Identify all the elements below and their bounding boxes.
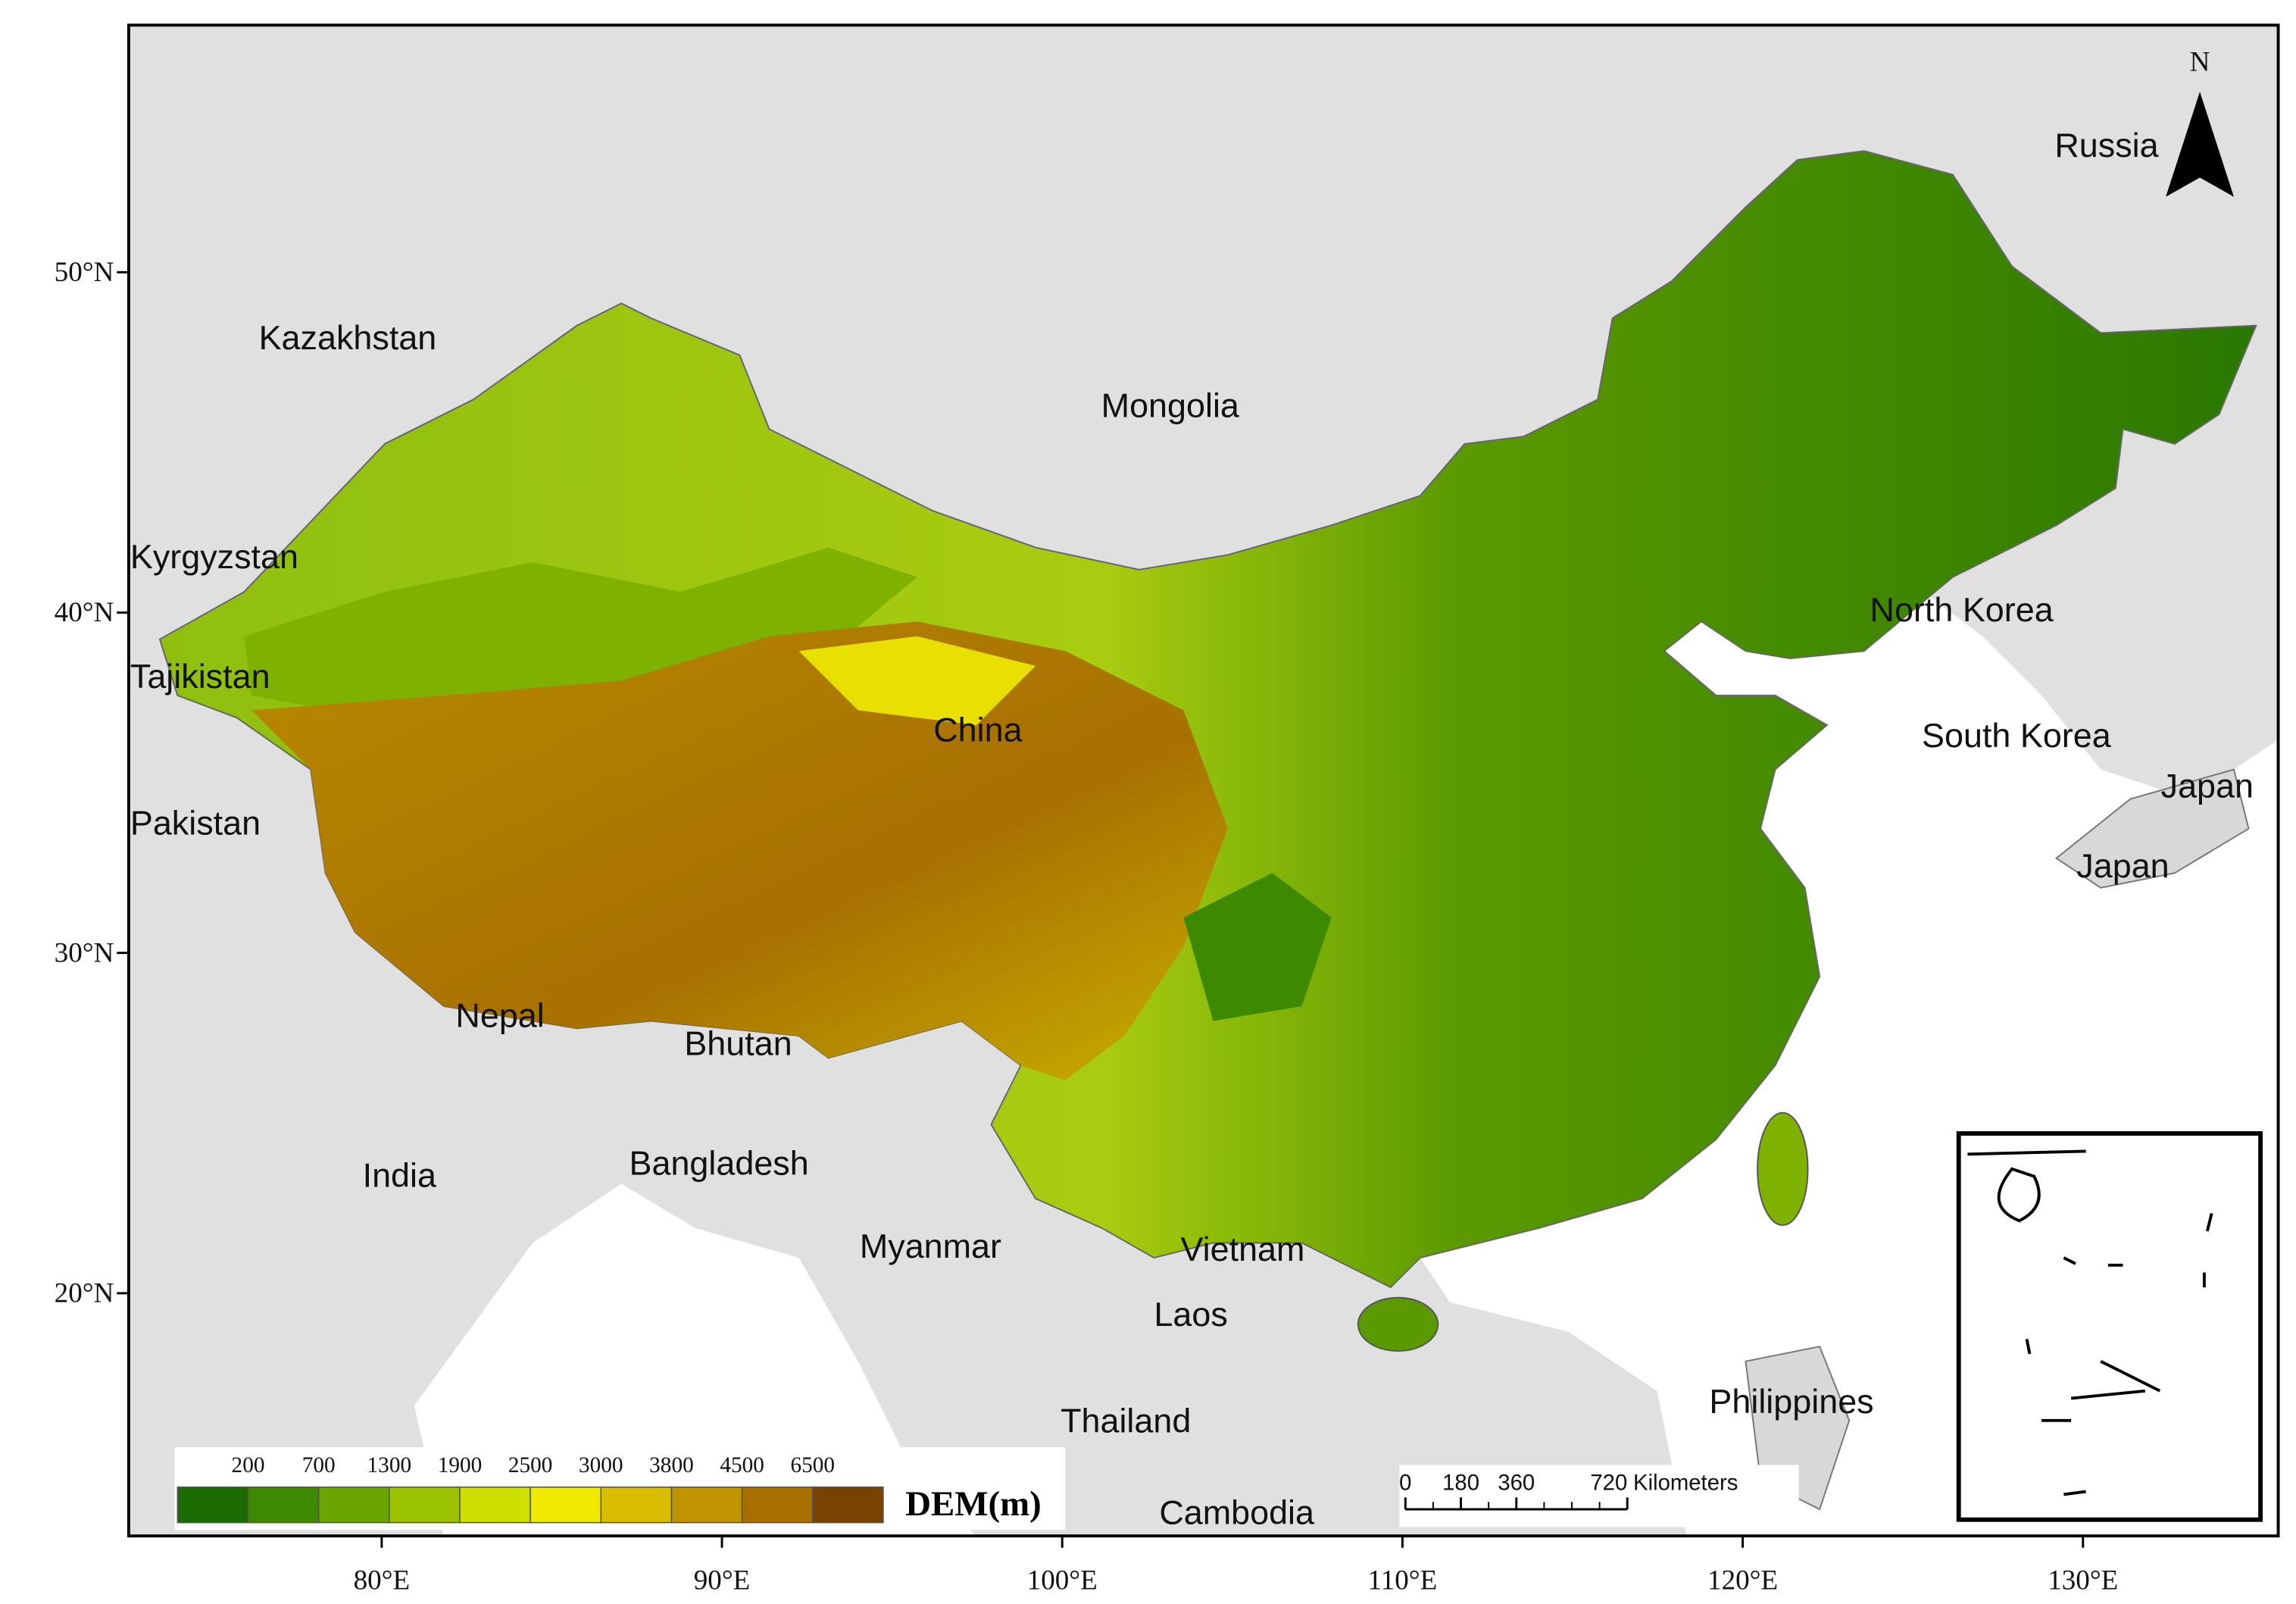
country-label: Tajikistan: [130, 657, 270, 696]
lat-tick-label: 40°N: [55, 597, 114, 628]
inset-map: [1956, 1131, 2263, 1522]
plateau: [798, 636, 1036, 725]
legend-label: 1900: [438, 1453, 483, 1477]
lon-tick-label: 120°E: [1707, 1565, 1778, 1596]
legend-label: 4500: [720, 1453, 764, 1477]
scale-unit: Kilometers: [1633, 1471, 1738, 1496]
country-label: Thailand: [1061, 1401, 1191, 1440]
plateau: [251, 621, 1228, 1080]
country-label: Pakistan: [130, 803, 261, 842]
lon-tick-label: 90°E: [694, 1565, 751, 1596]
legend-label: 200: [232, 1453, 265, 1477]
country-label: Philippines: [1709, 1382, 1873, 1421]
lon-tick-label: 110°E: [1368, 1565, 1438, 1596]
frame: [127, 23, 2280, 1538]
country-label: South Korea: [1922, 716, 2111, 755]
country-label: Vietnam: [1181, 1230, 1305, 1268]
country-label: Nepal: [455, 996, 544, 1034]
island: [1357, 1296, 1439, 1352]
country-label: Kyrgyzstan: [130, 537, 298, 576]
country-label: Japan: [2161, 767, 2254, 805]
basin: [244, 547, 917, 725]
basin: [1183, 873, 1332, 1021]
lat-tick-label: 20°N: [55, 1278, 114, 1309]
legend-swatch: [247, 1486, 320, 1524]
legend-label: 2500: [508, 1453, 553, 1477]
country-label: Bhutan: [684, 1024, 792, 1062]
scale-box: [1399, 1465, 1799, 1527]
country-label: North Korea: [1870, 590, 2054, 629]
lon-tick-label: 130°E: [2048, 1565, 2118, 1596]
country-label: Russia: [2054, 126, 2158, 164]
lat-tick-label: 30°N: [55, 937, 114, 968]
legend-label: 1300: [367, 1453, 412, 1477]
north-label: N: [2190, 47, 2210, 78]
country-label: Japan: [2076, 846, 2169, 885]
lon-tick-label: 100°E: [1027, 1565, 1098, 1596]
legend-swatch: [459, 1486, 531, 1524]
legend-label: 6500: [790, 1453, 835, 1477]
country-labels: Russia Kazakhstan Mongolia Kyrgyzstan Ta…: [130, 126, 2254, 1532]
country-label: Kazakhstan: [259, 318, 437, 357]
scale-label: 180: [1442, 1471, 1479, 1496]
legend-swatch: [389, 1486, 461, 1524]
legend-swatch: [529, 1486, 602, 1524]
legend-swatch: [317, 1486, 390, 1524]
island: [1745, 768, 2250, 1511]
lon-tick-label: 80°E: [354, 1565, 411, 1596]
legend-swatch: [741, 1486, 814, 1524]
north-arrow: [2166, 92, 2234, 197]
island: [1757, 1112, 1809, 1227]
country-label: China: [933, 710, 1022, 749]
country-label: Bangladesh: [629, 1144, 809, 1183]
legend-label: 3000: [579, 1453, 623, 1477]
legend-swatch: [176, 1486, 249, 1524]
scale-label: 360: [1498, 1471, 1535, 1496]
legend-label: 700: [302, 1453, 336, 1477]
legend-label: 3800: [649, 1453, 694, 1477]
legend-swatch: [670, 1486, 743, 1524]
legend-swatch: [811, 1486, 884, 1524]
inset-islands: [1967, 1149, 2213, 1496]
country-label: India: [363, 1155, 436, 1194]
country-label: Laos: [1154, 1295, 1227, 1334]
scale-label: 0: [1399, 1471, 1411, 1496]
lat-tick-label: 50°N: [55, 257, 114, 288]
country-label: Myanmar: [860, 1227, 1001, 1265]
country-label: Mongolia: [1101, 386, 1239, 425]
country-label: Cambodia: [1159, 1493, 1314, 1532]
scale-label: 720: [1590, 1471, 1627, 1496]
legend-title: DEM(m): [905, 1484, 1042, 1524]
legend-swatch: [600, 1486, 673, 1524]
